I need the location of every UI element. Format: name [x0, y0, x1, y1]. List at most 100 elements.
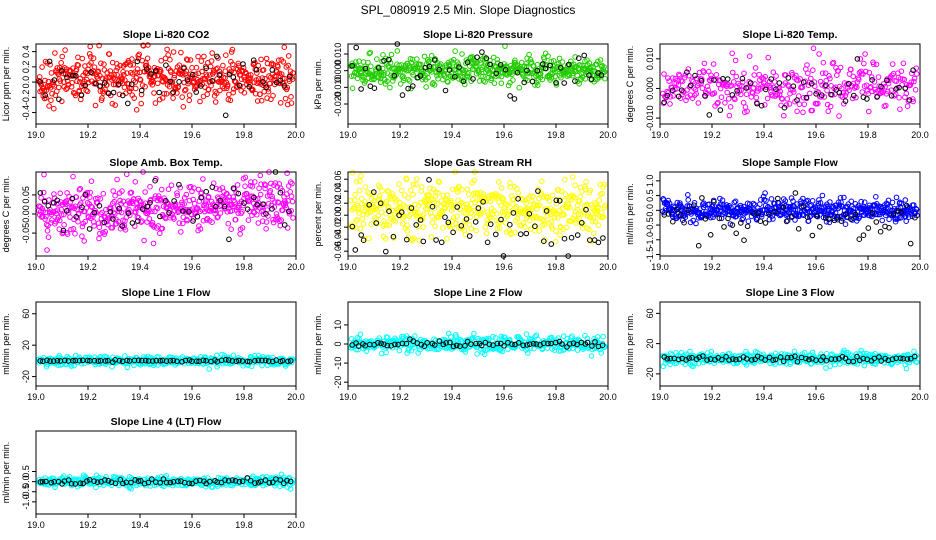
panel-title: Slope Amb. Box Temp.	[109, 157, 222, 169]
data-point	[601, 69, 608, 75]
data-point	[866, 108, 872, 115]
data-point	[230, 352, 237, 359]
data-point	[816, 51, 822, 57]
data-point	[865, 225, 872, 231]
data-point	[687, 82, 694, 89]
y-tick-label: 60	[21, 309, 31, 319]
data-point	[41, 171, 47, 178]
data-point	[356, 187, 363, 194]
x-tick-label: 20.0	[911, 262, 929, 272]
data-point	[51, 191, 57, 197]
data-point	[559, 59, 566, 65]
data-point	[181, 195, 188, 201]
data-point	[96, 235, 102, 242]
x-tick-label: 19.8	[859, 130, 877, 140]
data-point	[456, 64, 462, 70]
data-point	[425, 74, 431, 81]
panel-title: Slope Line 2 Flow	[434, 287, 524, 299]
data-point	[823, 82, 829, 89]
data-point	[161, 90, 167, 97]
data-point	[891, 93, 898, 99]
data-point	[595, 239, 602, 246]
data-point	[851, 92, 857, 99]
y-tick-label: 0.0	[21, 76, 31, 89]
scatter-points	[660, 347, 920, 372]
data-point	[380, 52, 386, 58]
data-point	[146, 216, 153, 222]
data-point	[507, 221, 513, 228]
data-point	[174, 192, 181, 199]
data-point	[136, 51, 142, 58]
data-point	[808, 80, 815, 87]
data-point	[157, 230, 163, 237]
data-point	[804, 62, 810, 68]
data-point	[191, 200, 198, 207]
data-point	[110, 89, 117, 96]
data-point	[602, 75, 608, 82]
data-point	[230, 89, 236, 96]
data-point	[269, 67, 276, 73]
data-point	[911, 75, 918, 82]
data-point	[492, 335, 499, 341]
x-tick-label: 20.0	[287, 130, 305, 140]
data-point	[192, 71, 199, 78]
y-tick-label: -1.0	[645, 232, 655, 248]
data-point	[254, 98, 261, 104]
data-point	[281, 222, 288, 228]
data-point	[88, 203, 95, 210]
data-point	[502, 66, 509, 73]
data-point	[176, 79, 182, 85]
data-point	[431, 57, 438, 63]
data-point	[72, 230, 78, 237]
data-point	[58, 206, 65, 213]
panel-title: Slope Gas Stream RH	[424, 157, 532, 169]
data-point	[849, 95, 856, 102]
data-point	[174, 190, 180, 196]
data-point	[595, 222, 602, 229]
data-point	[878, 83, 884, 90]
data-point	[168, 182, 175, 188]
data-point	[417, 73, 424, 79]
data-point	[92, 102, 99, 109]
data-point	[896, 84, 902, 91]
data-point	[237, 231, 243, 237]
data-point	[229, 46, 236, 53]
data-point	[240, 64, 247, 71]
data-point	[144, 66, 150, 72]
x-tick-label: 19.8	[547, 262, 565, 272]
data-point	[132, 209, 139, 215]
data-point	[442, 87, 449, 94]
data-point	[819, 70, 826, 76]
data-point	[155, 72, 162, 79]
data-point	[583, 178, 589, 185]
data-point	[197, 98, 203, 105]
data-point	[743, 91, 750, 97]
data-point	[396, 181, 402, 187]
scatter-points	[36, 42, 296, 119]
x-tick-label: 19.0	[339, 392, 357, 402]
data-point	[57, 190, 64, 197]
data-point	[42, 216, 48, 222]
data-point	[93, 81, 99, 87]
data-point	[414, 176, 420, 182]
data-point	[82, 82, 89, 89]
y-tick-label: -1.5	[645, 247, 655, 263]
data-point	[138, 87, 145, 94]
y-axis-label: ml/min per min.	[625, 313, 635, 375]
data-point	[762, 86, 769, 93]
data-point	[854, 56, 861, 62]
data-point	[555, 215, 561, 221]
data-point	[405, 85, 411, 92]
data-point	[84, 88, 91, 95]
data-point	[541, 238, 547, 244]
data-point	[150, 240, 157, 247]
data-point	[171, 216, 177, 222]
data-point	[220, 62, 226, 69]
x-tick-label: 19.0	[27, 130, 45, 140]
data-point	[204, 91, 210, 98]
data-point	[863, 68, 869, 75]
data-point	[378, 350, 385, 357]
data-point	[862, 51, 868, 57]
